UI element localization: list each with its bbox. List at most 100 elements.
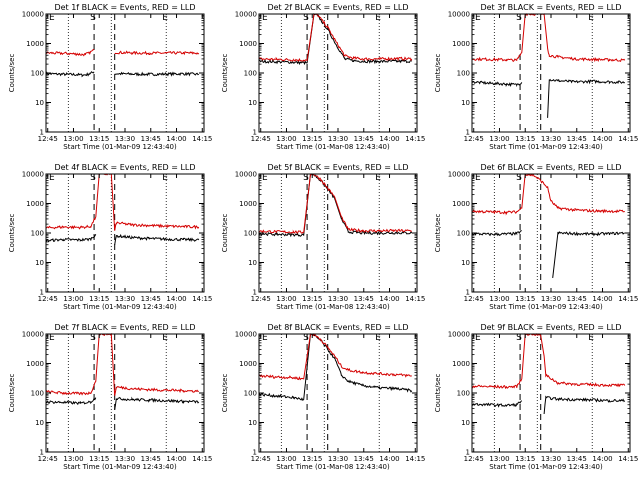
x-tick-label: 13:30 bbox=[115, 135, 135, 143]
lld-series-line bbox=[258, 13, 413, 62]
region-marker: E bbox=[162, 13, 168, 23]
detector-panel-2: Det 2f BLACK = Events, RED = LLD E S E 1 10 10… bbox=[213, 0, 426, 160]
events-series-line bbox=[258, 173, 413, 238]
x-tick-label: 13:00 bbox=[276, 295, 296, 303]
y-tick-label: 1000 bbox=[239, 40, 257, 48]
lld-series-line bbox=[45, 332, 199, 396]
region-marker: S bbox=[516, 173, 522, 183]
x-tick-label: 13:30 bbox=[328, 455, 348, 463]
y-tick-label: 10 bbox=[35, 99, 44, 107]
chart-title: Det 9f BLACK = Events, RED = LLD bbox=[480, 323, 621, 332]
x-tick-label: 14:15 bbox=[618, 295, 638, 303]
x-tick-label: 12:45 bbox=[464, 135, 484, 143]
region-marker: S bbox=[90, 13, 96, 23]
events-series-line bbox=[114, 71, 199, 77]
x-tick-label: 12:45 bbox=[38, 455, 58, 463]
x-tick-label: 14:00 bbox=[592, 135, 612, 143]
x-tick-label: 12:45 bbox=[251, 455, 271, 463]
x-tick-label: 13:15 bbox=[515, 295, 535, 303]
detector-panel-4: Det 4f BLACK = Events, RED = LLD E S E 1 10 10… bbox=[0, 160, 213, 320]
x-tick-label: 14:15 bbox=[405, 455, 425, 463]
y-tick-label: 1000 bbox=[26, 360, 44, 368]
x-tick-label: 13:30 bbox=[328, 135, 348, 143]
x-tick-label: 13:45 bbox=[141, 135, 161, 143]
y-tick-label: 100 bbox=[457, 70, 470, 78]
events-series-line bbox=[552, 231, 625, 278]
y-tick-label: 1000 bbox=[452, 360, 470, 368]
x-tick-label: 12:45 bbox=[38, 135, 58, 143]
chart-title: Det 7f BLACK = Events, RED = LLD bbox=[54, 323, 195, 332]
events-series-line bbox=[45, 71, 95, 78]
y-tick-label: 10 bbox=[35, 419, 44, 427]
events-series-line bbox=[471, 80, 523, 88]
region-marker: S bbox=[303, 13, 309, 23]
events-series-line bbox=[114, 233, 200, 245]
x-tick-label: 14:15 bbox=[192, 295, 212, 303]
x-tick-label: 13:45 bbox=[567, 295, 587, 303]
lld-series-line bbox=[45, 173, 200, 231]
x-tick-label: 13:30 bbox=[541, 135, 561, 143]
region-marker: E bbox=[162, 333, 168, 343]
plot-frame bbox=[471, 333, 631, 453]
y-tick-label: 10 bbox=[248, 419, 257, 427]
y-axis-label: Counts/sec bbox=[434, 54, 442, 93]
y-tick-label: 10 bbox=[461, 99, 470, 107]
region-marker: S bbox=[90, 333, 96, 343]
x-tick-label: 13:15 bbox=[89, 295, 109, 303]
x-tick-label: 13:45 bbox=[141, 455, 161, 463]
x-tick-label: 14:15 bbox=[618, 135, 638, 143]
x-tick-label: 12:45 bbox=[251, 135, 271, 143]
x-tick-label: 13:30 bbox=[115, 455, 135, 463]
y-axis-label: Counts/sec bbox=[221, 214, 229, 253]
x-tick-label: 13:15 bbox=[89, 135, 109, 143]
y-tick-label: 1 bbox=[466, 449, 470, 457]
y-tick-label: 1 bbox=[466, 129, 470, 137]
x-tick-label: 13:15 bbox=[302, 135, 322, 143]
y-tick-label: 1000 bbox=[239, 360, 257, 368]
y-tick-label: 1000 bbox=[452, 40, 470, 48]
y-tick-label: 10 bbox=[248, 259, 257, 267]
detector-panel-3: Det 3f BLACK = Events, RED = LLD E S E 1 10 10… bbox=[426, 0, 639, 160]
lld-series-line bbox=[258, 333, 412, 381]
events-series-line bbox=[471, 400, 523, 408]
x-axis-label: Start Time (01-Mar-09 12:43:40) bbox=[63, 143, 177, 151]
y-axis-label: Counts/sec bbox=[8, 54, 16, 93]
region-marker: E bbox=[49, 333, 55, 343]
x-axis-label: Start Time (01-Mar-08 12:43:40) bbox=[276, 143, 390, 151]
x-tick-label: 14:15 bbox=[192, 455, 212, 463]
plot-frame bbox=[45, 173, 205, 293]
y-tick-label: 1000 bbox=[26, 40, 44, 48]
y-tick-label: 100 bbox=[31, 70, 44, 78]
x-tick-label: 12:45 bbox=[464, 295, 484, 303]
region-marker: E bbox=[49, 173, 55, 183]
region-marker: S bbox=[90, 173, 96, 183]
plot-frame bbox=[258, 173, 418, 293]
x-tick-label: 13:30 bbox=[541, 295, 561, 303]
x-tick-label: 13:45 bbox=[567, 455, 587, 463]
y-tick-label: 10 bbox=[248, 99, 257, 107]
y-axis-label: Counts/sec bbox=[221, 54, 229, 93]
x-axis-label: Start Time (01-Mar-08 12:43:40) bbox=[276, 463, 390, 471]
y-tick-label: 10 bbox=[461, 419, 470, 427]
y-tick-label: 10000 bbox=[448, 331, 470, 339]
y-tick-label: 100 bbox=[457, 390, 470, 398]
x-axis-label: Start Time (01-Mar-09 12:43:40) bbox=[63, 463, 177, 471]
y-tick-label: 1 bbox=[40, 449, 44, 457]
region-marker: E bbox=[162, 173, 168, 183]
y-tick-label: 100 bbox=[31, 390, 44, 398]
x-axis-label: Start Time (01-Mar-09 12:43:40) bbox=[489, 143, 603, 151]
detector-panel-6: Det 6f BLACK = Events, RED = LLD E S E 1 10 10… bbox=[426, 160, 639, 320]
y-tick-label: 10 bbox=[35, 259, 44, 267]
x-tick-label: 14:00 bbox=[166, 135, 186, 143]
events-series-line bbox=[471, 230, 522, 237]
x-tick-label: 14:00 bbox=[379, 295, 399, 303]
y-tick-label: 10000 bbox=[22, 11, 44, 19]
y-axis-label: Counts/sec bbox=[434, 214, 442, 253]
y-tick-label: 100 bbox=[244, 70, 257, 78]
x-tick-label: 13:15 bbox=[515, 455, 535, 463]
